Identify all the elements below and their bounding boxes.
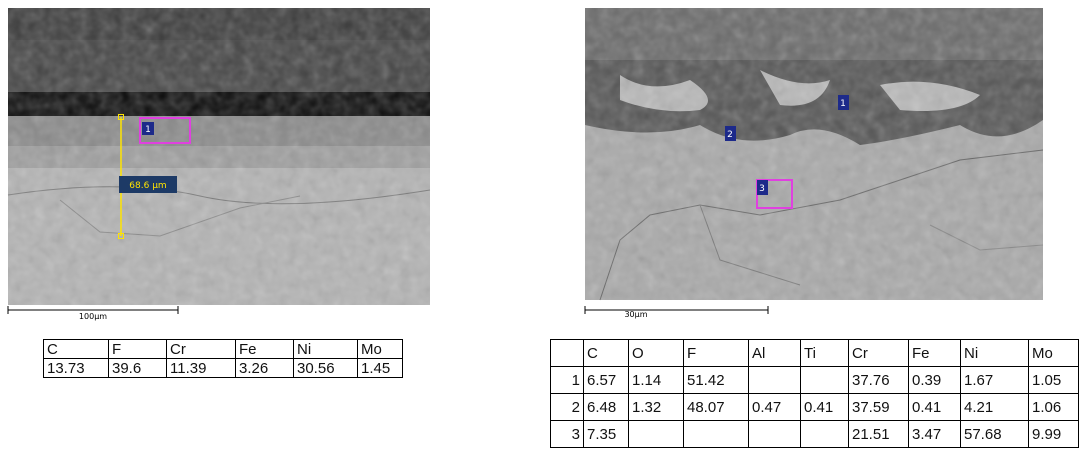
cell: 57.68 (961, 421, 1029, 448)
cell: 37.59 (849, 394, 909, 421)
header-cell: O (629, 340, 684, 367)
header-cell: F (109, 340, 167, 359)
scale-bar-label: 30µm (624, 310, 647, 319)
page: 68.6 µm 1 100µm 1 2 3 30µm CFCrFeNiMo13.… (0, 0, 1080, 450)
cell: 11.39 (167, 359, 236, 378)
scale-bar-label: 100µm (79, 312, 107, 321)
cell: 1.67 (961, 367, 1029, 394)
cell: 0.47 (749, 394, 801, 421)
cell: 3.47 (909, 421, 961, 448)
cell: 0.41 (801, 394, 849, 421)
cell: 1.05 (1029, 367, 1079, 394)
row-label: 2 (551, 394, 584, 421)
row-label: 3 (551, 421, 584, 448)
header-cell: Al (749, 340, 801, 367)
header-cell: Mo (358, 340, 403, 359)
cell: 0.39 (909, 367, 961, 394)
figure: 68.6 µm 1 100µm 1 2 3 30µm (0, 0, 1080, 330)
row-label: 1 (551, 367, 584, 394)
cell: 37.76 (849, 367, 909, 394)
cell: 9.99 (1029, 421, 1079, 448)
empty-cell (684, 421, 749, 448)
corner-cell (551, 340, 584, 367)
header-cell: Ti (801, 340, 849, 367)
empty-cell (749, 421, 801, 448)
empty-cell (749, 367, 801, 394)
empty-cell (629, 421, 684, 448)
header-cell: Cr (849, 340, 909, 367)
header-cell: C (584, 340, 629, 367)
header-cell: C (44, 340, 109, 359)
cell: 13.73 (44, 359, 109, 378)
cell: 1.32 (629, 394, 684, 421)
empty-cell (801, 367, 849, 394)
header-cell: Cr (167, 340, 236, 359)
marker-label: 1 (145, 125, 151, 135)
cell: 48.07 (684, 394, 749, 421)
header-cell: Ni (294, 340, 358, 359)
cell: 4.21 (961, 394, 1029, 421)
marker-label: 1 (840, 99, 846, 109)
cell: 51.42 (684, 367, 749, 394)
cell: 7.35 (584, 421, 629, 448)
header-cell: Ni (961, 340, 1029, 367)
header-cell: F (684, 340, 749, 367)
marker-label: 2 (727, 130, 733, 140)
cell: 39.6 (109, 359, 167, 378)
cell: 1.06 (1029, 394, 1079, 421)
header-cell: Mo (1029, 340, 1079, 367)
header-cell: Fe (236, 340, 294, 359)
cell: 6.57 (584, 367, 629, 394)
cell: 1.45 (358, 359, 403, 378)
cell: 3.26 (236, 359, 294, 378)
empty-cell (801, 421, 849, 448)
marker-label: 3 (759, 184, 765, 194)
measurement-label: 68.6 µm (129, 181, 166, 191)
cell: 0.41 (909, 394, 961, 421)
left-sem-image: 68.6 µm 1 100µm (8, 8, 430, 321)
cell: 30.56 (294, 359, 358, 378)
cell: 21.51 (849, 421, 909, 448)
right-sem-image: 1 2 3 30µm (585, 8, 1043, 319)
cell: 1.14 (629, 367, 684, 394)
header-cell: Fe (909, 340, 961, 367)
cell: 6.48 (584, 394, 629, 421)
